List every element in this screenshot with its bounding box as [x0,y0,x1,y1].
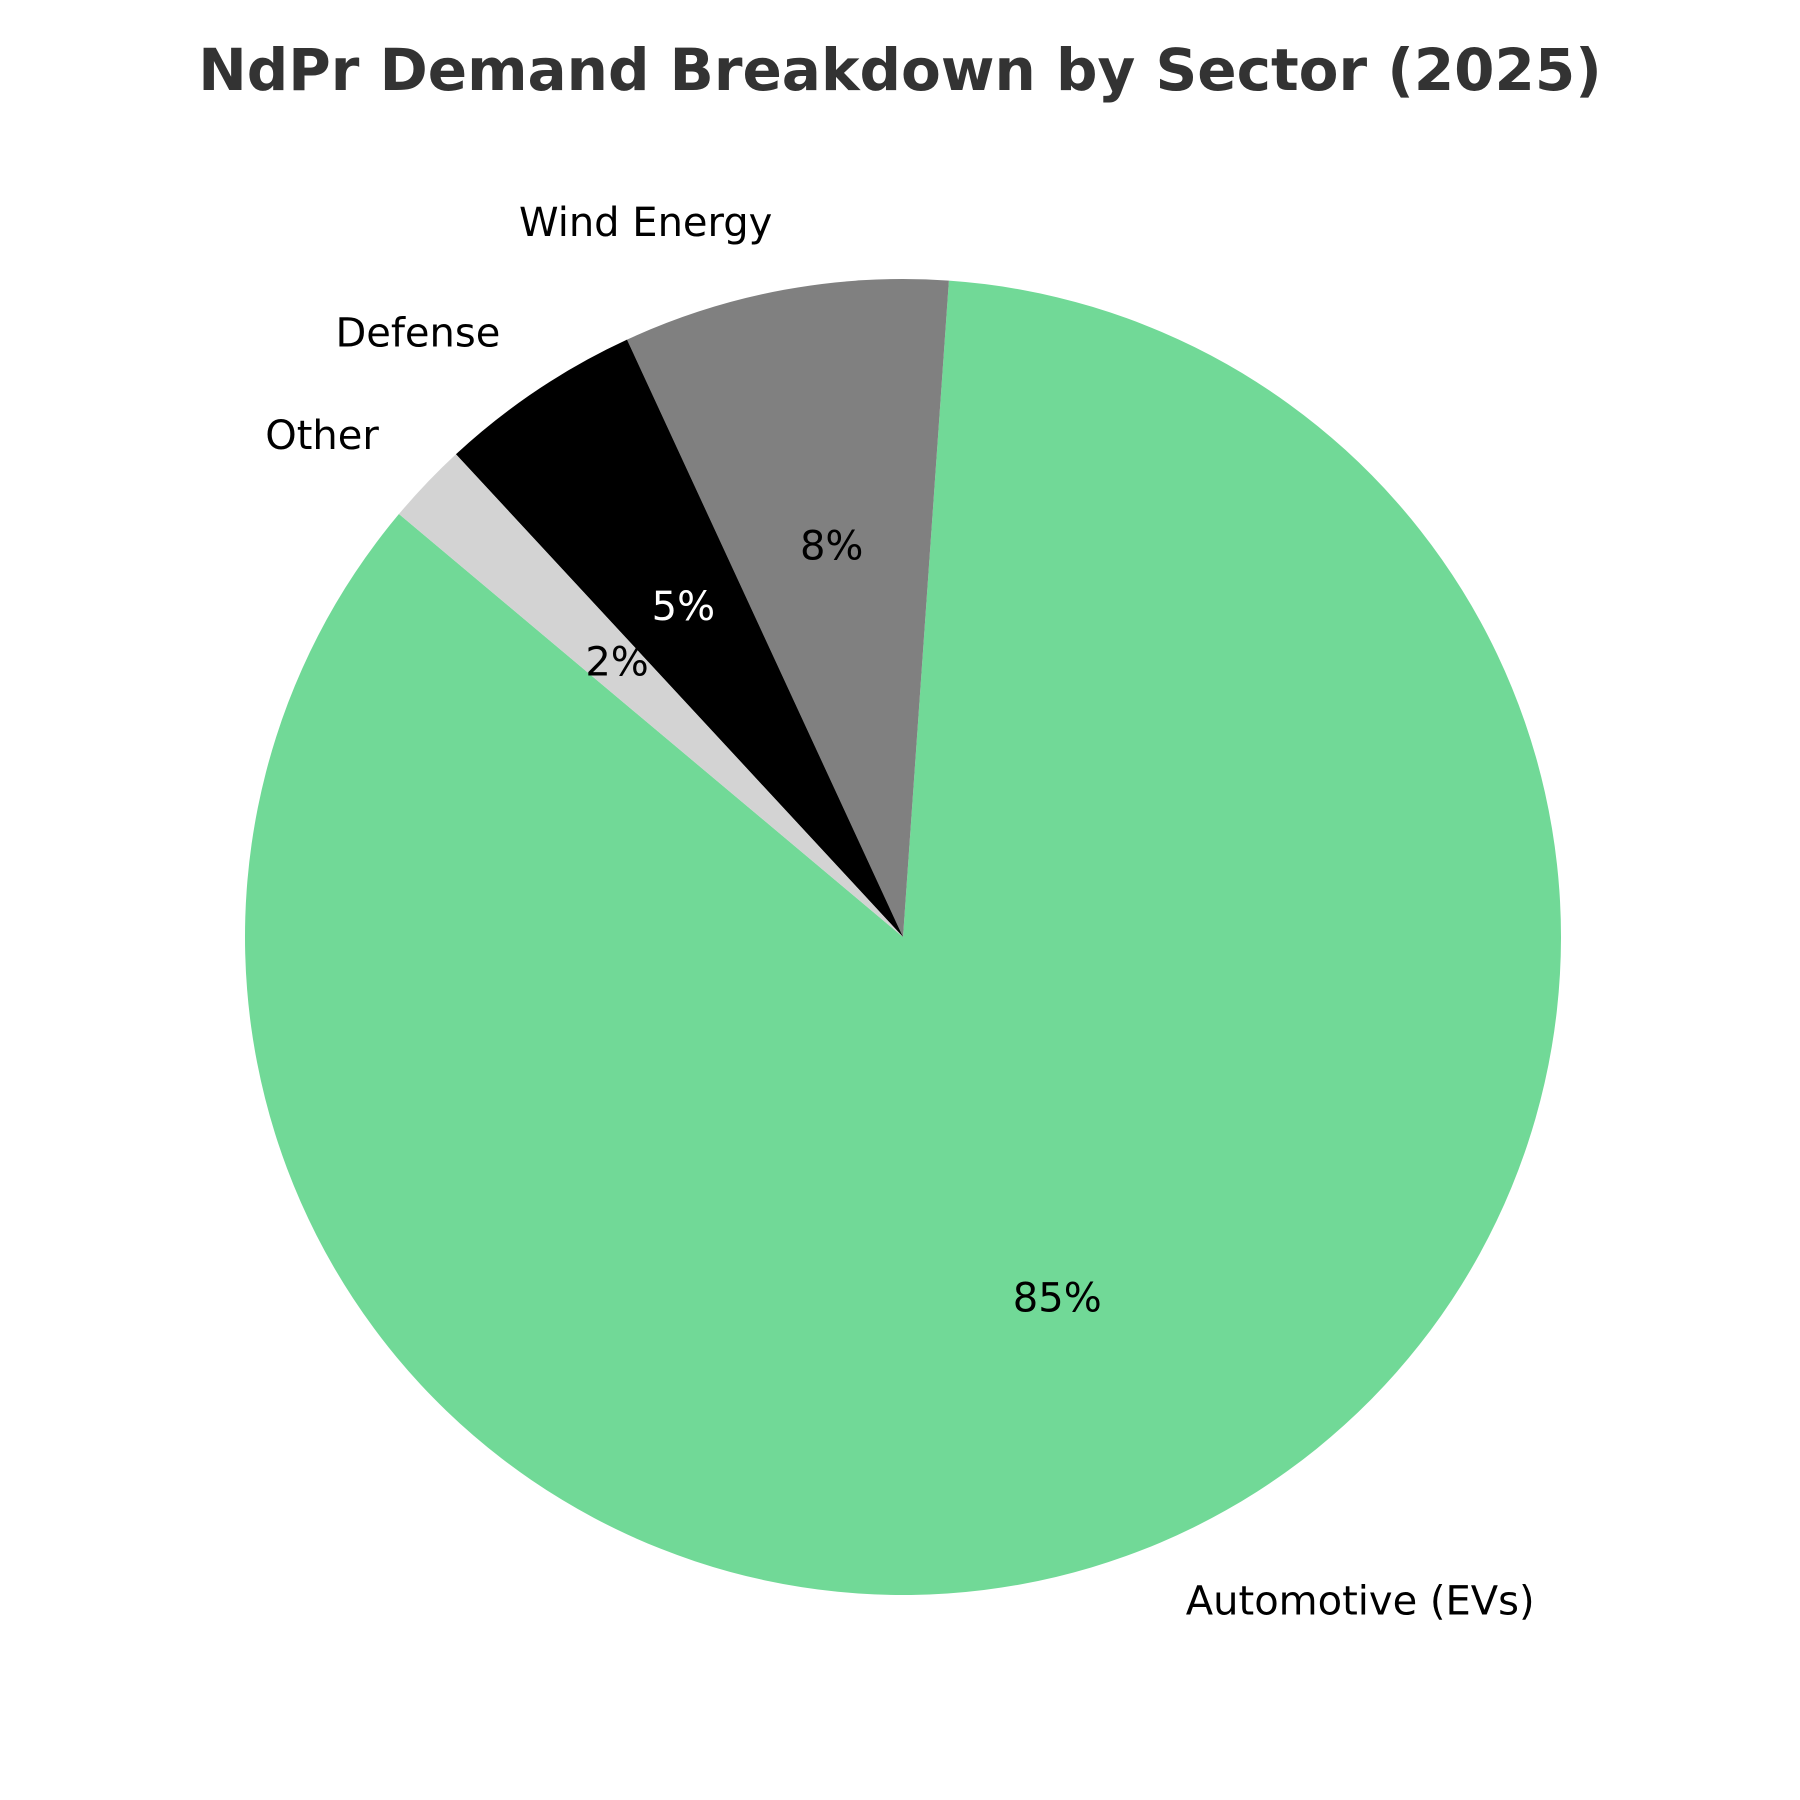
chart-title: NdPr Demand Breakdown by Sector (2025) [198,36,1602,104]
slice-automotive-evs [245,280,1562,1596]
slice-label-defense: Defense [335,311,500,357]
pie-slices [245,278,1562,1596]
slice-wind-energy [627,278,949,937]
slice-pct-automotive-evs: 85% [1013,1275,1102,1321]
slice-other [398,454,903,937]
slice-pct-wind-energy: 8% [800,524,863,570]
slice-pct-other: 2% [585,640,648,686]
slice-defense [455,339,903,937]
slice-pct-defense: 5% [652,584,715,630]
slice-label-other: Other [265,413,379,459]
slice-label-automotive-evs: Automotive (EVs) [1186,1578,1535,1624]
slice-label-wind-energy: Wind Energy [519,200,772,246]
pie-labels: Automotive (EVs) 85% Wind Energy 8% Defense 5… [265,200,1534,1624]
